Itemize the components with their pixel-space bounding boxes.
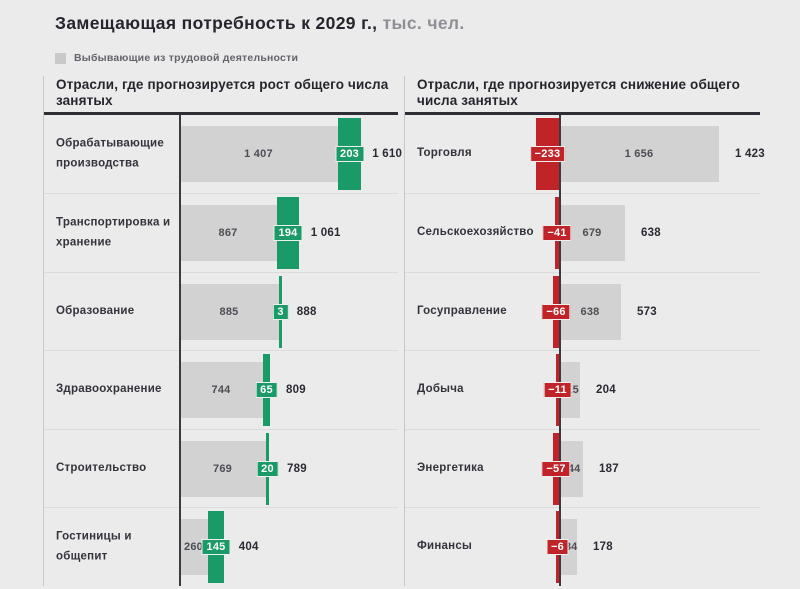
panel-header-rule bbox=[405, 111, 760, 115]
panel-rows: Торговля 1 656 −233 1 423 Сельскоехозяйство 6… bbox=[405, 114, 765, 586]
base-bar: 260 bbox=[179, 519, 208, 576]
delta-value-badge: −6 bbox=[546, 539, 569, 556]
bar-track: 769 20 789 bbox=[179, 430, 398, 508]
bar-value-label: 867 bbox=[218, 227, 238, 240]
total-value-label: 204 bbox=[596, 384, 616, 397]
category-label: Гостиницы и общепит bbox=[56, 530, 132, 563]
category-label: Образование bbox=[56, 304, 135, 317]
total-value-label: 178 bbox=[593, 541, 613, 554]
legend: Выбывающие из трудовой деятельности bbox=[55, 52, 298, 64]
category-label: Транспортировка и хранение bbox=[56, 216, 171, 249]
bar-track: 885 3 888 bbox=[179, 273, 398, 351]
delta-value-badge: 65 bbox=[255, 382, 278, 399]
bar-track: 1 656 −233 1 423 bbox=[529, 115, 765, 194]
delta-value-badge: −66 bbox=[541, 303, 571, 320]
category-label: Строительство bbox=[56, 461, 147, 474]
bar-track: 638 −66 573 bbox=[541, 273, 760, 351]
bar-value-label: 885 bbox=[219, 305, 239, 318]
chart-row: Госуправление 638 −66 573 bbox=[405, 271, 760, 351]
chart-title-main: Замещающая потребность к 2029 г., bbox=[55, 13, 378, 33]
category-label: Добыча bbox=[417, 383, 464, 396]
delta-value-badge: −41 bbox=[542, 225, 572, 242]
category-label: Сельскоехозяйство bbox=[417, 226, 534, 239]
total-value-label: 789 bbox=[287, 462, 307, 475]
total-value-label: 404 bbox=[238, 541, 259, 554]
base-bar: 1 407 bbox=[179, 126, 338, 183]
total-value-label: 638 bbox=[641, 227, 661, 240]
chart-title: Замещающая потребность к 2029 г., тыс. ч… bbox=[55, 13, 465, 34]
delta-value-badge: 20 bbox=[256, 460, 279, 477]
base-bar: 744 bbox=[179, 362, 263, 419]
axis-line bbox=[559, 114, 561, 586]
bar-value-label: 769 bbox=[212, 462, 232, 475]
category-label: Торговля bbox=[417, 147, 472, 160]
delta-value-badge: −57 bbox=[541, 460, 571, 477]
category-label: Финансы bbox=[417, 540, 472, 553]
chart-row: Гостиницы и общепит 260 145 404 bbox=[44, 507, 398, 586]
chart-row: Здравоохранение 744 65 809 bbox=[44, 350, 398, 429]
chart-row: Транспортировка и хранение 867 194 1 061 bbox=[44, 193, 398, 272]
category-label: Обрабатывающие производства bbox=[56, 137, 164, 170]
delta-value-badge: 145 bbox=[201, 539, 231, 556]
chart-row: Сельскоехозяйство 679 −41 638 bbox=[405, 193, 760, 272]
bar-value-label: 1 407 bbox=[244, 148, 273, 161]
category-label: Здравоохранение bbox=[56, 383, 162, 396]
panel-decline: Отрасли, где прогнозируется снижение общ… bbox=[404, 76, 765, 586]
chart-row: Энергетика 244 −57 187 bbox=[405, 428, 760, 508]
bar-value-label: 744 bbox=[211, 384, 231, 397]
chart-row: Торговля 1 656 −233 1 423 bbox=[405, 115, 765, 194]
bar-track: 1 407 203 1 610 bbox=[179, 115, 402, 194]
total-value-label: 888 bbox=[296, 305, 317, 318]
bar-value-label: 679 bbox=[582, 227, 602, 240]
bar-track: 744 65 809 bbox=[179, 351, 398, 429]
bar-track: 260 145 404 bbox=[179, 508, 398, 586]
bar-track: 244 −57 187 bbox=[541, 430, 760, 508]
panel-header-rule bbox=[44, 111, 398, 115]
base-bar: 867 bbox=[179, 205, 277, 262]
delta-value-badge: −11 bbox=[543, 382, 572, 399]
chart-row: Образование 885 3 888 bbox=[44, 271, 398, 351]
base-bar: 1 656 bbox=[559, 126, 719, 183]
base-bar: 769 bbox=[179, 440, 266, 497]
legend-label: Выбывающие из трудовой деятельности bbox=[74, 52, 299, 64]
legend-swatch-icon bbox=[55, 52, 66, 64]
total-value-label: 187 bbox=[599, 462, 619, 475]
chart-row: Строительство 769 20 789 bbox=[44, 428, 398, 508]
panel-growth: Отрасли, где прогнозируется рост общего … bbox=[43, 76, 402, 586]
bar-value-label: 260 bbox=[183, 541, 203, 554]
total-value-label: 1 610 bbox=[372, 148, 403, 161]
bar-track: 867 194 1 061 bbox=[179, 194, 398, 272]
total-value-label: 573 bbox=[637, 305, 657, 318]
chart-title-units: тыс. чел. bbox=[377, 13, 465, 33]
bar-value-label: 1 656 bbox=[624, 148, 654, 161]
chart-row: Обрабатывающие производства 1 407 203 1 610 bbox=[44, 115, 402, 194]
base-bar: 885 bbox=[179, 283, 279, 340]
total-value-label: 809 bbox=[286, 384, 306, 397]
delta-value-badge: 194 bbox=[273, 225, 303, 242]
category-label: Госуправление bbox=[417, 304, 507, 317]
delta-value-badge: −233 bbox=[529, 146, 566, 163]
delta-value-badge: 3 bbox=[272, 303, 289, 320]
panel-header: Отрасли, где прогнозируется рост общего … bbox=[56, 77, 389, 108]
panel-header: Отрасли, где прогнозируется снижение общ… bbox=[417, 77, 741, 108]
category-label: Энергетика bbox=[417, 461, 484, 474]
total-value-label: 1 423 bbox=[735, 148, 765, 161]
total-value-label: 1 061 bbox=[310, 227, 341, 240]
delta-value-badge: 203 bbox=[334, 146, 365, 163]
bar-value-label: 638 bbox=[580, 305, 600, 318]
axis-line bbox=[179, 114, 181, 586]
bar-track: 679 −41 638 bbox=[542, 194, 760, 272]
panel-rows: Обрабатывающие производства 1 407 203 1 610… bbox=[44, 114, 402, 586]
